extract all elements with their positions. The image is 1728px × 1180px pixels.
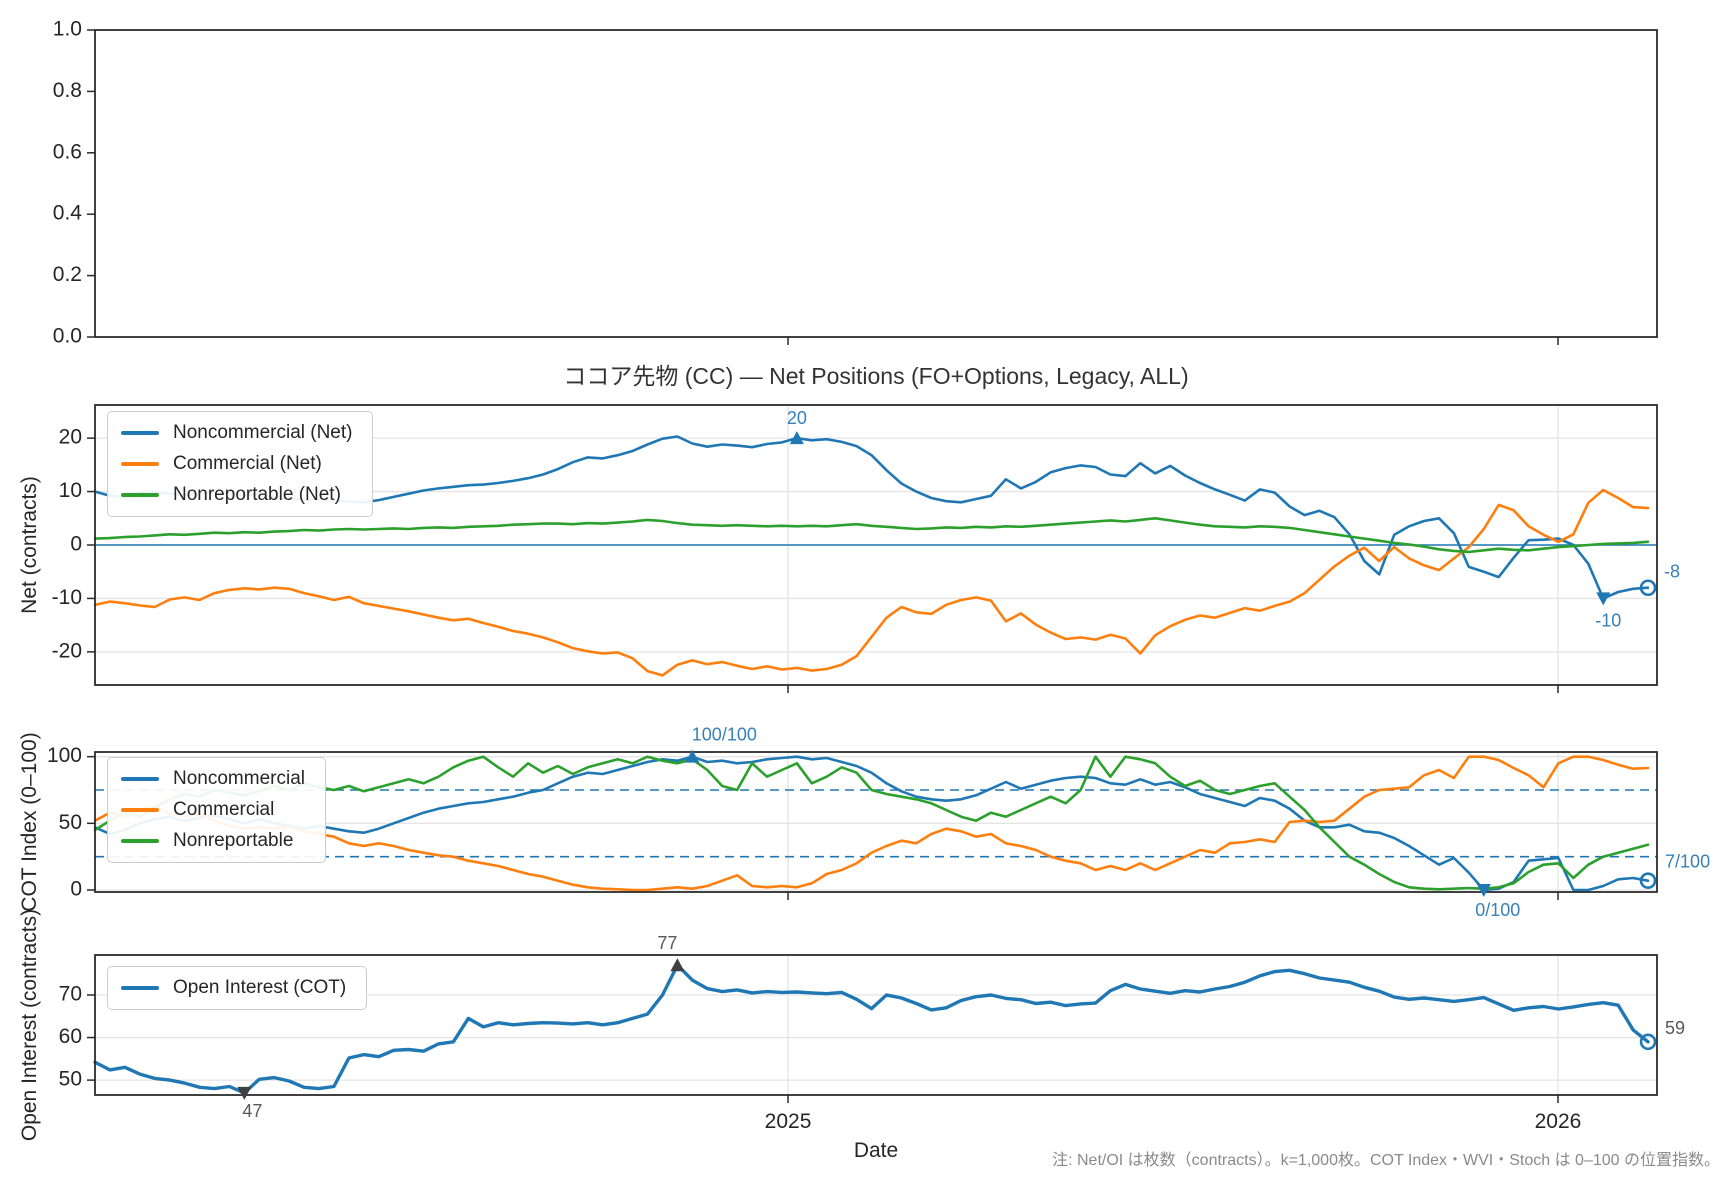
- annotation-label: -10: [1595, 610, 1621, 630]
- marker-triangle-down: [1596, 592, 1611, 606]
- ylabel-cot-index: COT Index (0–100): [18, 732, 41, 912]
- series-line: [93, 755, 1650, 891]
- annotation-label: 0/100: [1475, 900, 1520, 920]
- xlabel-date: Date: [853, 1139, 899, 1162]
- legend-swatch: [121, 808, 159, 812]
- annotation-label: 100/100: [692, 725, 757, 745]
- y-tick-label: 60: [59, 1025, 82, 1048]
- legend-item: Commercial: [121, 798, 305, 822]
- y-tick-label: 50: [59, 811, 82, 834]
- legend-label: Noncommercial: [173, 768, 305, 789]
- marker-triangle-down: [237, 1086, 252, 1100]
- legend-swatch: [121, 493, 159, 497]
- legend-item: Noncommercial (Net): [121, 421, 352, 445]
- legend-item: Commercial (Net): [121, 452, 352, 476]
- y-tick-label: 100: [47, 744, 82, 767]
- series-line: [93, 488, 1650, 677]
- ylabel-net: Net (contracts): [18, 476, 41, 614]
- y-tick-label: 10: [59, 479, 82, 502]
- legend-swatch: [121, 431, 159, 435]
- series-line: [93, 516, 1650, 554]
- legend-open-interest: Open Interest (COT): [107, 966, 368, 1010]
- annotation-label: 47: [242, 1101, 262, 1121]
- panel-spines: [94, 751, 1658, 893]
- chart-title: ココア先物 (CC) — Net Positions (FO+Options, …: [563, 363, 1189, 389]
- footnote: 注: Net/OI は枚数（contracts）。k=1,000枚。COT In…: [1052, 1152, 1720, 1169]
- annotation-label: 59: [1665, 1018, 1685, 1038]
- marker-circle: [1639, 579, 1657, 597]
- annotation-label: 7/100: [1665, 852, 1710, 872]
- series-line: [93, 755, 1650, 892]
- y-tick-label: -10: [52, 586, 82, 609]
- legend-cot-index: Noncommercial Commercial Nonreportable: [107, 757, 326, 863]
- marker-circle: [1639, 872, 1657, 889]
- marker-circle: [1639, 1033, 1657, 1051]
- annotation-label: -8: [1664, 562, 1680, 582]
- y-tick-label: 0.4: [53, 202, 83, 225]
- panel-spines: [94, 29, 1658, 338]
- legend-item: Nonreportable (Net): [121, 483, 352, 507]
- marker-triangle-up: [685, 749, 700, 763]
- marker-triangle-up: [670, 958, 685, 972]
- ylabel-open-interest: Open Interest (contracts): [18, 908, 41, 1142]
- y-tick-label: -20: [52, 639, 82, 662]
- legend-label: Noncommercial (Net): [173, 422, 353, 443]
- series-line: [93, 755, 1650, 892]
- y-tick-label: 1.0: [53, 18, 82, 41]
- legend-swatch: [121, 839, 159, 843]
- legend-item: Noncommercial: [121, 767, 305, 791]
- legend-label: Open Interest (COT): [173, 977, 347, 998]
- x-tick-label: 2025: [765, 1110, 812, 1133]
- y-tick-label: 0.8: [53, 79, 82, 102]
- y-tick-label: 70: [59, 983, 82, 1006]
- y-tick-label: 0.2: [53, 263, 82, 286]
- legend-item: Nonreportable: [121, 829, 305, 853]
- legend-label: Nonreportable: [173, 830, 294, 851]
- x-tick-label: 2026: [1535, 1110, 1582, 1133]
- legend-net-positions: Noncommercial (Net) Commercial (Net) Nonre…: [107, 411, 374, 517]
- series-line: [93, 963, 1650, 1095]
- legend-item: Open Interest (COT): [121, 976, 346, 1000]
- y-tick-label: 0: [70, 533, 82, 556]
- panel-spines: [94, 954, 1658, 1096]
- annotation-label: 77: [657, 933, 677, 953]
- marker-triangle-up: [789, 431, 804, 445]
- legend-swatch: [121, 777, 159, 781]
- y-tick-label: 20: [59, 426, 82, 449]
- y-tick-label: 0.0: [53, 325, 82, 348]
- marker-triangle-down: [1476, 884, 1491, 897]
- legend-swatch: [121, 986, 159, 990]
- y-tick-label: 0.6: [53, 140, 82, 163]
- y-tick-label: 0: [70, 878, 82, 901]
- annotation-label: 20: [787, 408, 807, 428]
- legend-label: Commercial (Net): [173, 453, 322, 474]
- legend-label: Commercial: [173, 799, 275, 820]
- legend-label: Nonreportable (Net): [173, 484, 341, 505]
- y-tick-label: 50: [59, 1068, 82, 1091]
- legend-swatch: [121, 462, 159, 466]
